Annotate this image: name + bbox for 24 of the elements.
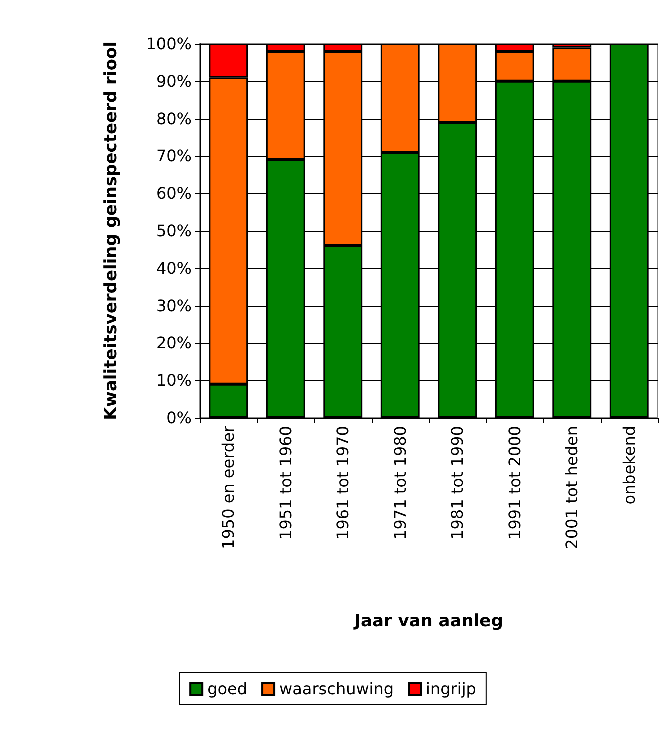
x-tick-label: 1981 tot 1990 — [448, 426, 468, 540]
y-tick-label: 30% — [156, 296, 192, 316]
y-tick-label: 80% — [156, 109, 192, 128]
y-tick-label: 90% — [156, 72, 192, 91]
legend-label: waarschuwing — [280, 680, 394, 698]
y-tick-label: 40% — [156, 258, 192, 278]
x-tick-label: 1991 tot 2000 — [505, 426, 524, 540]
x-tick-label: 2001 tot heden — [562, 426, 582, 550]
y-tick-label: 20% — [156, 334, 192, 353]
y-tick-label: 10% — [156, 371, 192, 390]
y-tick-label: 100% — [146, 34, 192, 54]
y-tick-label: 50% — [156, 222, 192, 240]
x-tick-label: 1950 en eerder — [219, 426, 238, 550]
y-axis-title: Kwaliteitsverdeling geinspecteerd riool — [102, 42, 122, 420]
legend-label: ingrijp — [426, 680, 476, 698]
legend-label: goed — [208, 680, 248, 698]
x-tick-label: 1951 tot 1960 — [276, 426, 296, 540]
y-tick-label: 0% — [166, 408, 192, 428]
x-axis-title: Jaar van aanleg — [354, 612, 504, 632]
x-tick-label: 1971 tot 1980 — [390, 426, 410, 540]
y-tick-label: 60% — [156, 184, 192, 204]
x-tick-label: 1961 tot 1970 — [334, 426, 353, 540]
y-tick-label: 70% — [156, 146, 192, 166]
x-tick-label: onbekend — [620, 426, 639, 505]
